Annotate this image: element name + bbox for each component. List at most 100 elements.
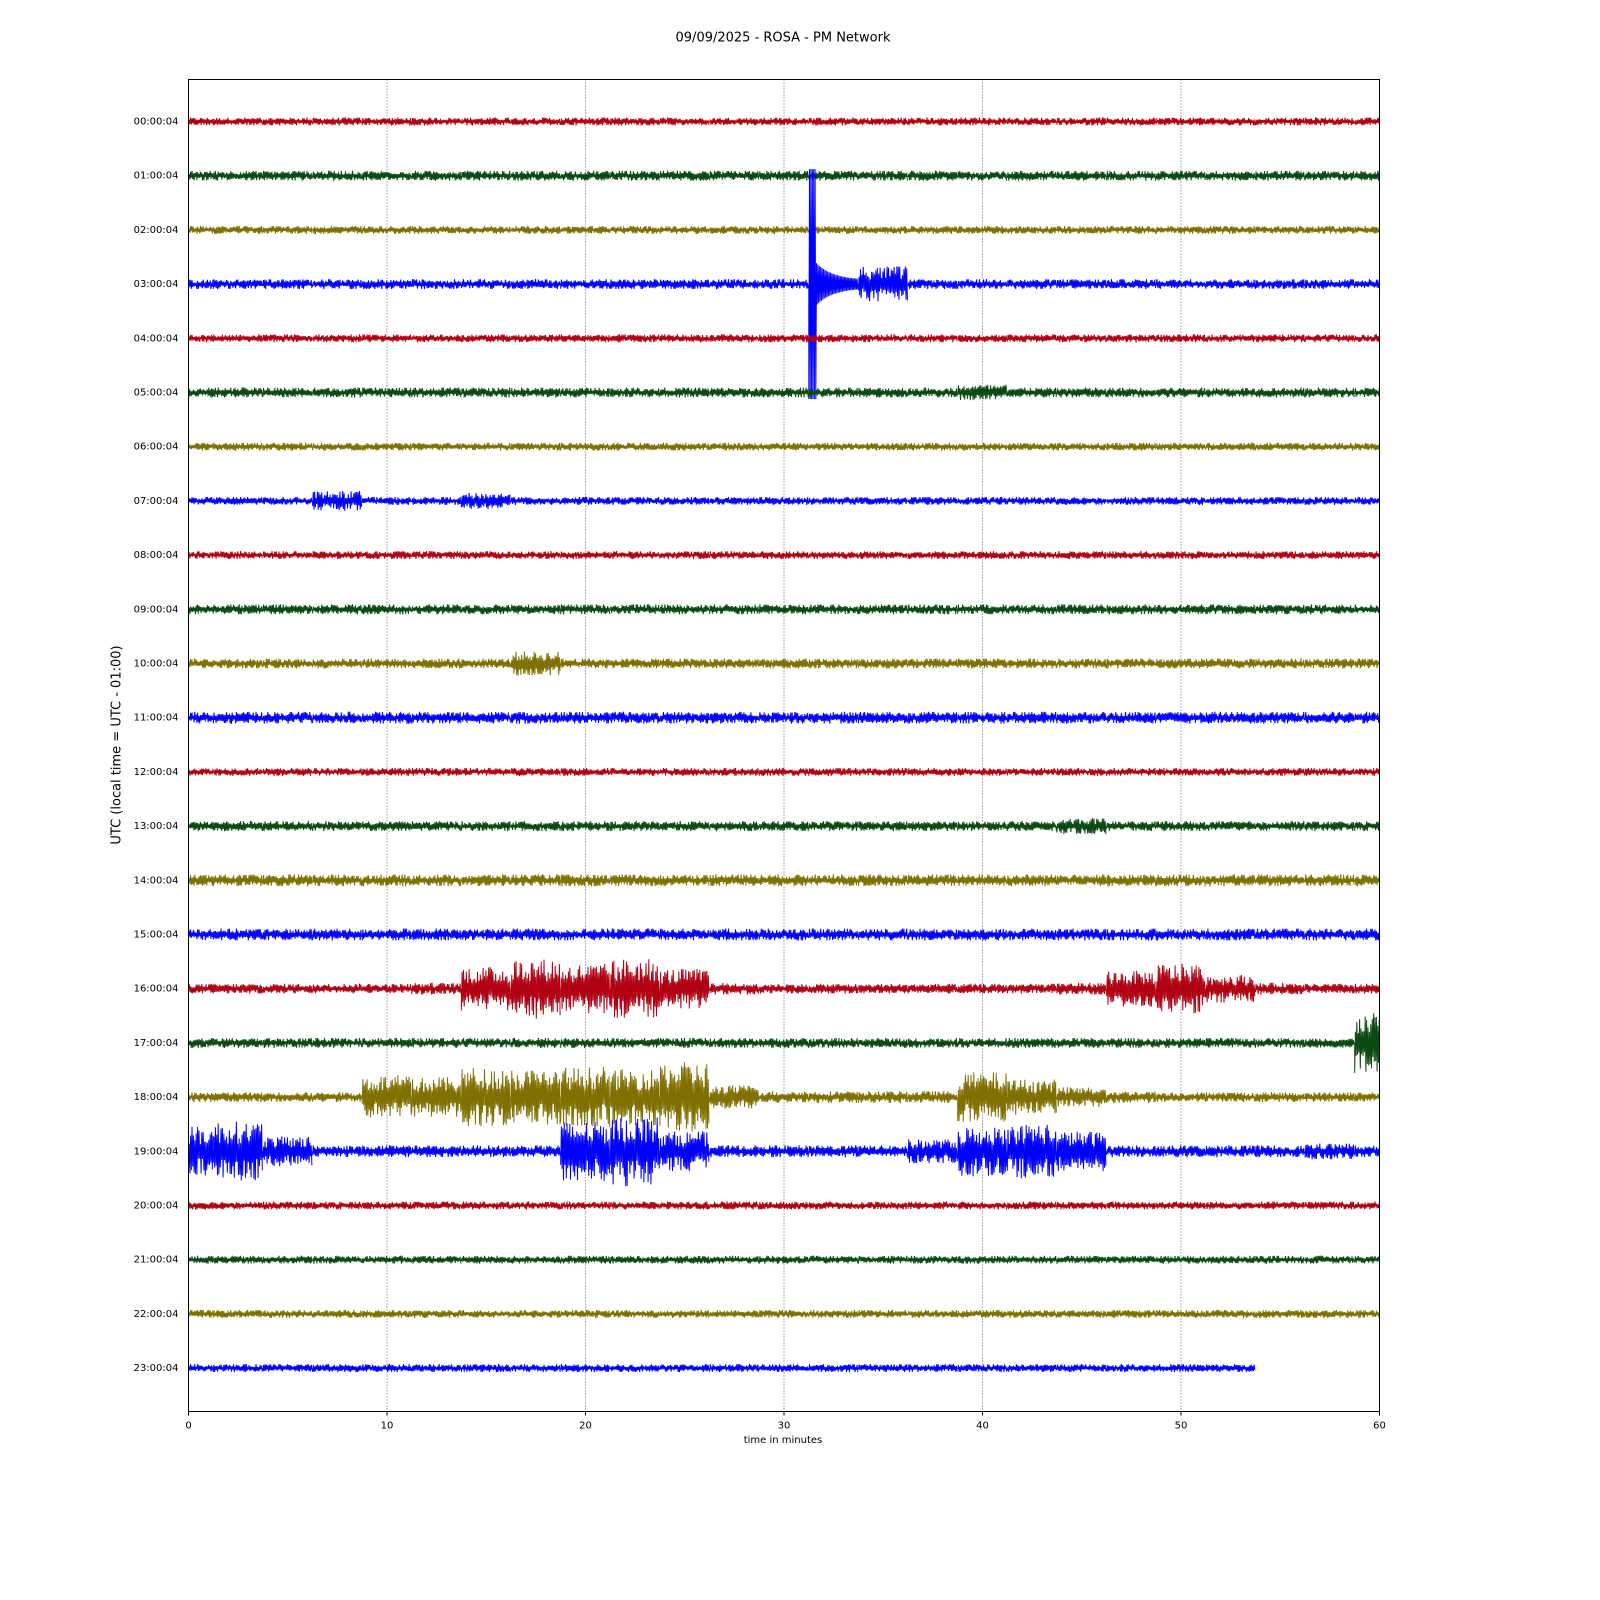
trace-segment [1354, 442, 1380, 451]
plot-area: 0 10 20 30 40 50 60 00:00:04 01:00:04 02:00:04 03:… [134, 79, 1386, 1432]
trace-segment [1254, 1092, 1305, 1103]
trace-segment [411, 928, 462, 941]
trace-segment [1354, 1310, 1380, 1318]
trace-segment [560, 963, 611, 1014]
trace-segment [1006, 1037, 1057, 1048]
trace-segment [1106, 334, 1157, 343]
trace-segment [1056, 928, 1107, 941]
trace-segment [1006, 226, 1057, 234]
trace-segment [857, 551, 908, 560]
trace-segment [957, 171, 1008, 181]
trace-segment [609, 387, 660, 398]
trace-segment [460, 821, 511, 832]
trace-segment [609, 1037, 660, 1048]
trace-segment [1106, 604, 1157, 615]
trace-segment [1006, 1255, 1057, 1264]
trace-segment [1254, 711, 1305, 724]
trace-segment [1056, 1131, 1107, 1172]
trace-segment [1254, 442, 1305, 451]
trace-segment [312, 928, 363, 941]
trace-segment [907, 551, 958, 560]
trace-segment [1106, 442, 1157, 451]
trace-segment [560, 604, 611, 615]
trace-segment [808, 169, 859, 400]
trace-segment [709, 928, 760, 941]
trace-segment [1155, 279, 1206, 289]
trace-segment [312, 279, 363, 290]
trace-segment [188, 225, 214, 234]
trace-segment [560, 928, 611, 941]
trace-segment [212, 387, 263, 398]
y-tick-label: 07:00:04 [134, 496, 179, 507]
trace-segment [709, 711, 760, 724]
trace-segment [262, 1136, 313, 1167]
y-tick-label: 00:00:04 [134, 117, 179, 128]
trace-segment [361, 1037, 412, 1048]
trace-segment [560, 1201, 611, 1210]
trace-segment [1056, 334, 1107, 343]
trace-segment [1304, 1092, 1355, 1102]
trace-segment [808, 1145, 859, 1158]
trace-segment [709, 1037, 760, 1048]
trace-segment [361, 1075, 412, 1118]
trace-segment [1106, 970, 1157, 1007]
trace-segment [957, 768, 1008, 776]
trace-segment [957, 983, 1008, 994]
trace-segment [1056, 497, 1107, 505]
trace-segment [907, 1139, 958, 1164]
trace-segment [510, 117, 561, 126]
trace-segment [857, 1255, 908, 1264]
trace-segment [510, 1145, 561, 1157]
trace-segment [212, 983, 263, 994]
trace-segment [560, 279, 611, 289]
trace-segment [709, 496, 760, 505]
trace-segment [1056, 982, 1107, 995]
trace-segment [758, 334, 809, 343]
trace-segment [262, 334, 313, 343]
trace-segment [1254, 225, 1305, 234]
trace-segment [709, 170, 760, 181]
trace-segment [188, 279, 214, 290]
trace-segment [957, 1037, 1008, 1048]
trace-segment [808, 551, 859, 560]
trace-segment [510, 170, 561, 181]
trace-segment [312, 1364, 363, 1373]
trace-segment [262, 1309, 313, 1318]
trace-segment [957, 279, 1008, 290]
trace-segment [262, 225, 313, 234]
trace-segment [212, 1309, 263, 1318]
trace-segment [709, 1145, 760, 1158]
trace-segment [1205, 975, 1256, 1003]
trace-segment [1304, 1255, 1355, 1264]
trace-segment [1006, 604, 1057, 615]
trace-segment [1354, 928, 1380, 941]
trace-segment [1155, 551, 1206, 560]
trace-segment [1106, 1037, 1157, 1048]
trace-segment [262, 1364, 313, 1372]
trace-segment [1155, 1201, 1206, 1210]
trace-segment [907, 1364, 958, 1373]
trace-segment [808, 1309, 859, 1318]
trace-segment [1006, 711, 1057, 724]
trace-segment [609, 928, 660, 940]
trace-segment [709, 1255, 760, 1264]
trace-segment [659, 1364, 710, 1373]
trace-segment [1304, 1143, 1355, 1160]
trace-segment [1106, 1255, 1157, 1264]
trace-segment [1304, 928, 1355, 941]
trace-segment [1354, 1255, 1380, 1264]
trace-segment [411, 279, 462, 290]
trace-segment [510, 767, 561, 776]
trace-segment [1254, 1309, 1305, 1318]
trace-segment [1106, 170, 1157, 181]
trace-segment [907, 1091, 958, 1104]
y-tick-label: 02:00:04 [134, 225, 179, 236]
trace-segment [1354, 983, 1380, 994]
trace-segment [857, 983, 908, 994]
trace-segment [188, 711, 214, 724]
trace-segment [1056, 1087, 1107, 1108]
trace-segment [1304, 442, 1355, 451]
trace-segment [659, 497, 710, 505]
x-tick-label: 30 [778, 1421, 791, 1432]
trace-segment [808, 983, 859, 994]
